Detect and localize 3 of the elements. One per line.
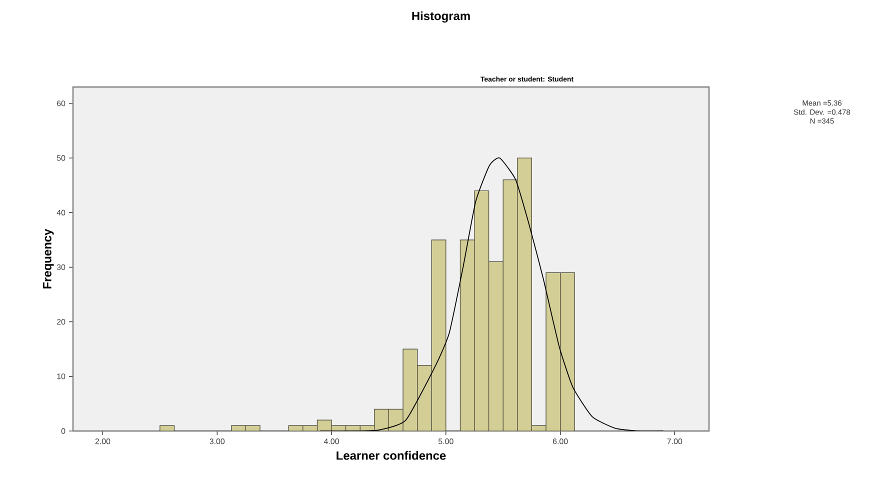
x-axis-title: Learner confidence — [336, 451, 446, 460]
chart-title: Histogram — [412, 11, 470, 23]
y-axis-title: Frequency — [43, 228, 54, 288]
